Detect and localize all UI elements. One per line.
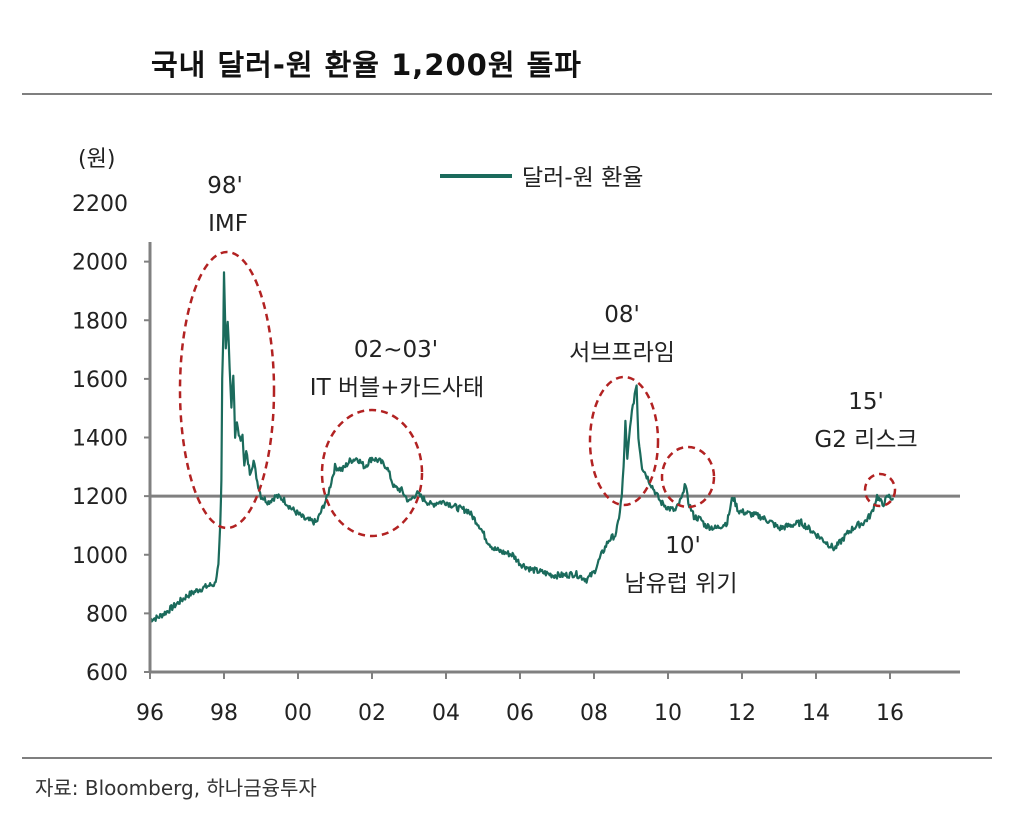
y-tick-label: 800 xyxy=(86,602,128,627)
y-tick-label: 1400 xyxy=(72,427,128,452)
title-divider xyxy=(22,93,992,95)
annotation-g2-year: 15' xyxy=(848,389,884,415)
highlight-circle-imf xyxy=(178,250,276,530)
annotation-g2-label: G2 리스크 xyxy=(814,427,917,453)
annotation-subprime-year: 08' xyxy=(604,302,640,328)
y-tick-label: 1200 xyxy=(72,485,128,510)
y-tick-label: 1800 xyxy=(72,309,128,334)
annotation-it-bubble-year: 02~03' xyxy=(354,337,438,363)
x-tick-label: 98 xyxy=(210,701,238,726)
y-tick-label: 600 xyxy=(86,661,128,686)
source-note: 자료: Bloomberg, 하나금융투자 xyxy=(35,776,317,800)
y-tick-label: 1600 xyxy=(72,368,128,393)
x-tick-label: 06 xyxy=(506,701,534,726)
highlight-circle-g2 xyxy=(863,472,897,508)
highlight-circle-it-bubble xyxy=(320,408,424,538)
footer-divider xyxy=(22,757,992,759)
x-tick-label: 14 xyxy=(802,701,830,726)
x-tick-label: 12 xyxy=(728,701,756,726)
annotation-imf-year: 98' xyxy=(207,173,243,199)
y-tick-label: 1000 xyxy=(72,544,128,569)
x-tick-label: 00 xyxy=(284,701,312,726)
annotation-euro-crisis-label: 남유럽 위기 xyxy=(624,571,737,597)
annotation-subprime-label: 서브프라임 xyxy=(569,340,675,366)
x-tick-label: 08 xyxy=(580,701,608,726)
x-tick-label: 16 xyxy=(876,701,904,726)
annotation-it-bubble-label: IT 버블+카드사태 xyxy=(310,375,484,401)
highlight-circle-subprime xyxy=(588,375,660,507)
x-tick-label: 04 xyxy=(432,701,460,726)
x-tick-label: 02 xyxy=(358,701,386,726)
x-tick-label: 96 xyxy=(136,701,164,726)
legend-label: 달러-원 환율 xyxy=(522,165,643,191)
y-unit-label: (원) xyxy=(78,147,115,172)
series-line-usdkrw xyxy=(149,271,894,623)
y-tick-label: 2200 xyxy=(72,192,128,217)
annotation-euro-crisis-year: 10' xyxy=(665,533,701,559)
y-tick-label: 2000 xyxy=(72,251,128,276)
annotation-imf-label: IMF xyxy=(208,211,248,237)
highlight-circle-euro-crisis xyxy=(660,445,716,509)
chart-title: 국내 달러-원 환율 1,200원 돌파 xyxy=(151,48,582,82)
x-tick-label: 10 xyxy=(654,701,682,726)
